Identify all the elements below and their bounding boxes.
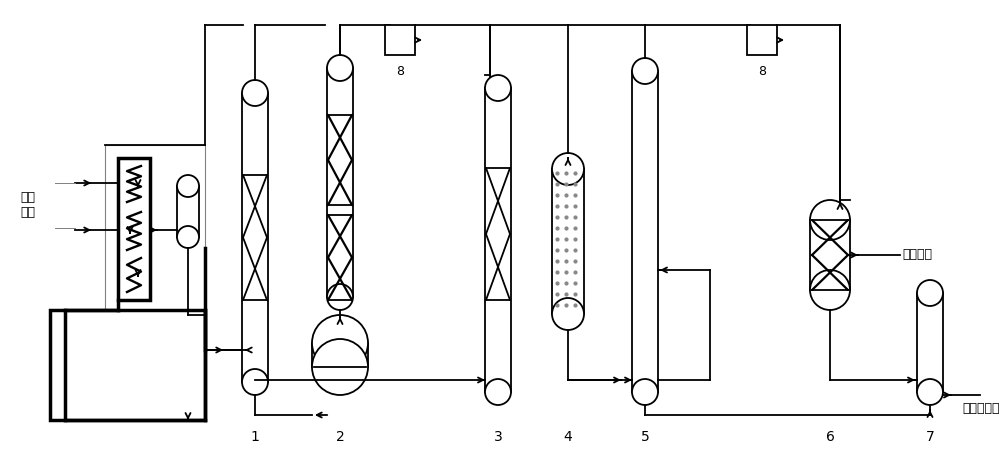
- Ellipse shape: [312, 315, 368, 371]
- Bar: [385, 25, 415, 55]
- Bar: [312, 343, 368, 367]
- Text: 稀释
蜀汽: 稀释 蜀汽: [20, 191, 35, 219]
- Text: 5: 5: [641, 430, 649, 444]
- Ellipse shape: [242, 369, 268, 395]
- Text: 去后续分离系统: 去后续分离系统: [962, 401, 1000, 414]
- Text: 8: 8: [396, 65, 404, 78]
- Ellipse shape: [485, 379, 511, 405]
- Bar: [485, 88, 511, 392]
- Text: 6: 6: [826, 430, 834, 444]
- Ellipse shape: [312, 339, 368, 395]
- Bar: [327, 68, 353, 297]
- Ellipse shape: [632, 379, 658, 405]
- Ellipse shape: [327, 284, 353, 310]
- Bar: [917, 293, 943, 392]
- Bar: [50, 310, 205, 420]
- Bar: [747, 25, 777, 55]
- Ellipse shape: [810, 270, 850, 310]
- Ellipse shape: [810, 200, 850, 240]
- Text: 8: 8: [758, 65, 766, 78]
- Bar: [105, 145, 205, 350]
- Ellipse shape: [327, 55, 353, 81]
- Bar: [118, 158, 150, 300]
- Ellipse shape: [552, 298, 584, 330]
- Ellipse shape: [917, 379, 943, 405]
- Text: 2: 2: [336, 430, 344, 444]
- Text: 7: 7: [926, 430, 934, 444]
- Ellipse shape: [917, 280, 943, 306]
- Text: 4: 4: [564, 430, 572, 444]
- Ellipse shape: [632, 58, 658, 84]
- Text: 1: 1: [251, 430, 259, 444]
- Ellipse shape: [552, 153, 584, 185]
- Bar: [632, 71, 658, 392]
- Bar: [242, 93, 268, 382]
- Bar: [177, 186, 199, 237]
- Bar: [810, 220, 850, 290]
- Bar: [552, 169, 584, 314]
- Ellipse shape: [177, 226, 199, 248]
- Text: 甲烷、氢: 甲烷、氢: [902, 249, 932, 262]
- Ellipse shape: [242, 80, 268, 106]
- Ellipse shape: [485, 75, 511, 101]
- Ellipse shape: [177, 175, 199, 197]
- Text: 3: 3: [494, 430, 502, 444]
